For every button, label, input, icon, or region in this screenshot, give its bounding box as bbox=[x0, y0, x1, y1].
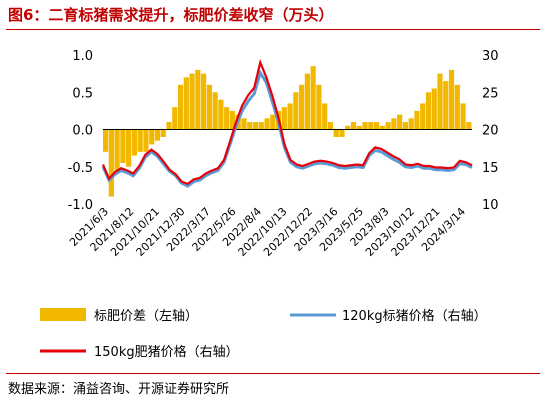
right-axis-ticks: 30 25 20 15 10 bbox=[482, 49, 499, 213]
left-tick-label: 1.0 bbox=[72, 49, 93, 64]
x-axis-labels: 2021/6/32021/8/122021/10/212021/12/30202… bbox=[67, 205, 468, 259]
legend-swatch-bars bbox=[40, 308, 86, 321]
spread-bar bbox=[149, 129, 155, 145]
spread-bar bbox=[212, 92, 218, 130]
spread-bar bbox=[322, 103, 328, 130]
spread-bar bbox=[327, 122, 334, 130]
spread-bar bbox=[143, 129, 149, 152]
spread-bar bbox=[224, 107, 230, 130]
spread-bar bbox=[385, 122, 391, 130]
spread-bar bbox=[131, 129, 138, 156]
spread-bar bbox=[287, 103, 293, 130]
spread-bar bbox=[304, 73, 310, 130]
spread-bar bbox=[293, 92, 299, 130]
source-note: 数据来源：涌益咨询、开源证券研究所 bbox=[8, 382, 230, 397]
legend: 标肥价差（左轴） 120kg标猪价格（右轴） 150kg肥猪价格（右轴） bbox=[40, 308, 487, 360]
spread-bar bbox=[356, 125, 362, 130]
spread-bar bbox=[154, 129, 161, 141]
spread-bar bbox=[218, 99, 224, 130]
left-tick-label: 0.5 bbox=[72, 86, 93, 101]
legend-label-120: 120kg标猪价格（右轴） bbox=[342, 308, 487, 324]
spread-bar bbox=[108, 129, 114, 197]
spread-bar bbox=[247, 122, 253, 130]
spread-bar bbox=[425, 92, 432, 130]
spread-bar bbox=[206, 84, 212, 130]
spread-bar bbox=[379, 125, 385, 130]
spread-bar bbox=[466, 122, 472, 130]
spread-bar bbox=[414, 110, 420, 130]
spread-bar bbox=[114, 129, 120, 171]
chart-svg: 1.0 0.5 0.0 -0.5 -1.0 30 25 20 15 10 2021/6/3202… bbox=[40, 49, 499, 360]
spread-bar bbox=[189, 73, 195, 130]
spread-bar bbox=[229, 110, 236, 130]
spread-bar bbox=[201, 73, 207, 130]
spread-bar bbox=[166, 122, 172, 130]
spread-bar bbox=[350, 122, 357, 130]
spread-bar bbox=[460, 103, 466, 130]
spread-bar bbox=[345, 125, 351, 130]
right-tick-label: 25 bbox=[482, 86, 499, 101]
spread-bar bbox=[362, 122, 368, 130]
spread-bar bbox=[137, 129, 143, 152]
spread-bar bbox=[391, 118, 397, 130]
left-tick-label: -1.0 bbox=[68, 198, 93, 213]
right-tick-label: 15 bbox=[482, 161, 499, 176]
spread-bar bbox=[339, 129, 345, 137]
left-tick-label: 0.0 bbox=[72, 124, 93, 139]
spread-bar bbox=[270, 114, 276, 130]
spread-bar bbox=[333, 129, 339, 137]
spread-bar bbox=[299, 84, 305, 130]
spread-bar bbox=[443, 81, 449, 130]
spread-bar bbox=[252, 122, 259, 130]
spread-bar bbox=[264, 118, 270, 130]
spread-bar bbox=[316, 84, 322, 130]
source-rule bbox=[6, 373, 540, 374]
spread-bar bbox=[160, 129, 166, 137]
spread-bars bbox=[103, 66, 472, 197]
spread-bar bbox=[397, 114, 403, 130]
spread-bar bbox=[420, 103, 426, 130]
spread-bar bbox=[437, 73, 443, 130]
spread-bar bbox=[258, 122, 264, 130]
spread-bar bbox=[368, 122, 374, 130]
spread-bar bbox=[195, 69, 201, 130]
spread-bar bbox=[126, 129, 132, 167]
spread-bar bbox=[402, 122, 408, 130]
spread-bar bbox=[120, 129, 126, 164]
spread-bar bbox=[408, 118, 414, 130]
spread-bar bbox=[103, 129, 109, 152]
right-tick-label: 20 bbox=[482, 124, 499, 139]
spread-bar bbox=[373, 122, 380, 130]
legend-label-bars: 标肥价差（左轴） bbox=[94, 309, 198, 324]
left-tick-label: -0.5 bbox=[68, 161, 93, 176]
spread-bar bbox=[310, 66, 316, 130]
spread-bar bbox=[281, 107, 287, 130]
spread-bar bbox=[431, 88, 437, 130]
legend-label-150: 150kg肥猪价格（右轴） bbox=[94, 344, 239, 360]
spread-bar bbox=[241, 118, 247, 130]
spread-bar bbox=[177, 84, 184, 130]
title-rule bbox=[6, 29, 540, 30]
spread-bar bbox=[454, 84, 460, 130]
spread-bar bbox=[183, 77, 189, 130]
line-150kg bbox=[101, 58, 473, 186]
right-tick-label: 30 bbox=[482, 49, 499, 64]
spread-bar bbox=[172, 107, 178, 130]
left-axis-ticks: 1.0 0.5 0.0 -0.5 -1.0 bbox=[68, 49, 93, 213]
spread-bar bbox=[448, 69, 455, 130]
figure-title: 图6：二育标猪需求提升，标肥价差收窄（万头） bbox=[8, 6, 334, 24]
right-tick-label: 10 bbox=[482, 198, 499, 213]
